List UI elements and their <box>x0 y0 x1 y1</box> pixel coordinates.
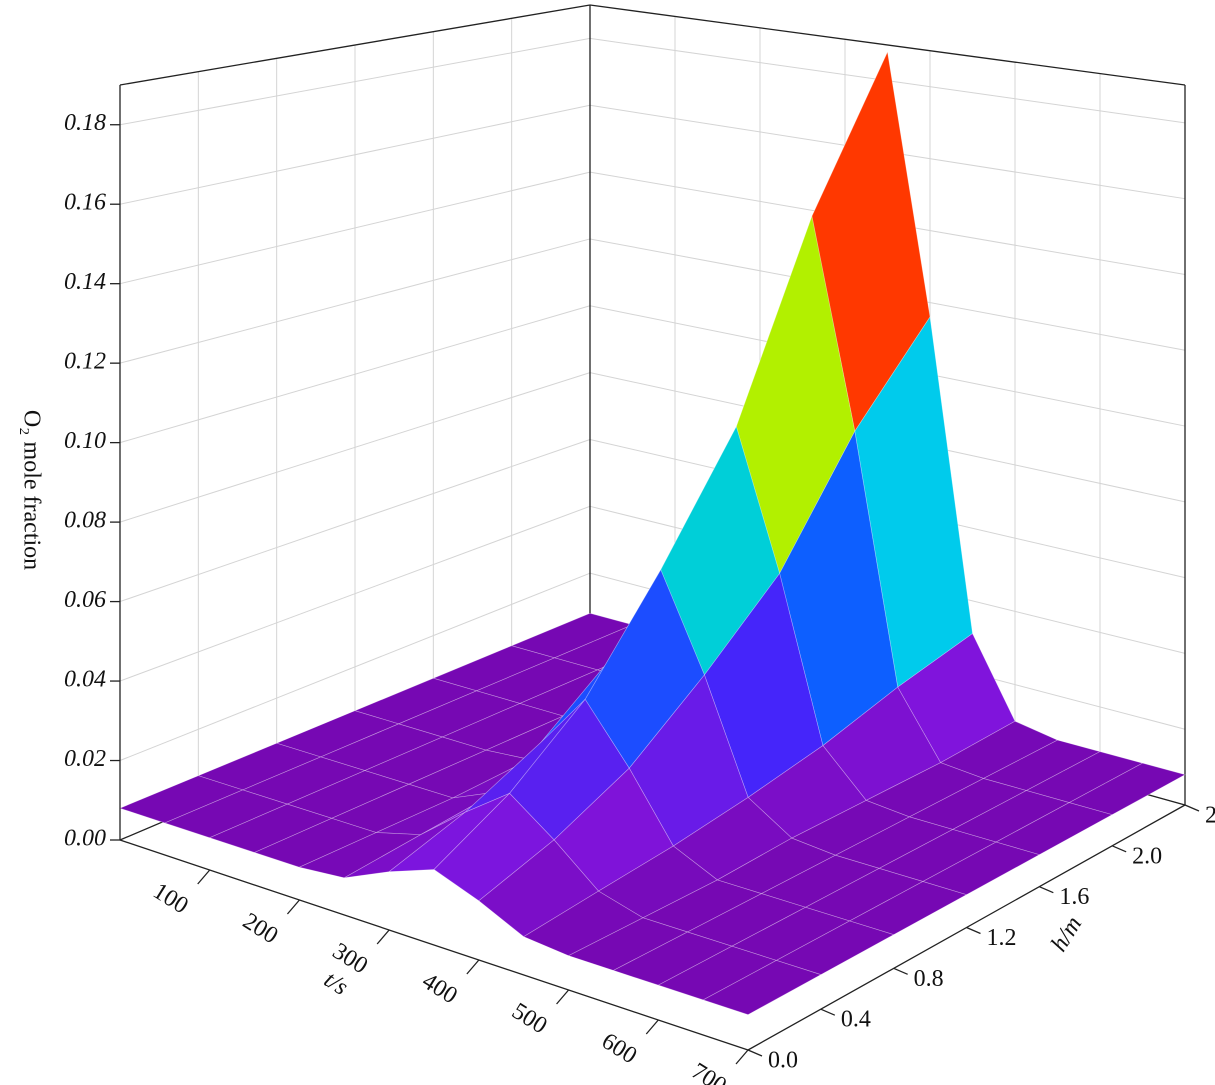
z-tick-label: 0.16 <box>64 190 106 216</box>
z-tick-label: 0.14 <box>64 269 106 295</box>
y-tick <box>1111 845 1127 853</box>
x-tick-label: 400 <box>417 968 461 1009</box>
z-tick-label: 0.02 <box>64 746 106 772</box>
x-tick <box>376 929 390 945</box>
y-tick <box>893 967 908 975</box>
x-axis <box>119 839 749 1051</box>
z-tick-label: 0.04 <box>64 667 106 693</box>
z-axis-title: O₂ mole fraction <box>18 410 44 570</box>
x-tick-label: 600 <box>597 1028 641 1069</box>
x-tick <box>645 1019 659 1035</box>
z-tick-label: 0.06 <box>64 587 106 613</box>
y-tick-label: 0.8 <box>914 966 944 992</box>
y-tick-label: 1.6 <box>1059 884 1089 910</box>
y-tick-label: 2.4 <box>1205 803 1215 829</box>
wall-edge <box>119 4 591 86</box>
y-tick-label: 0.0 <box>768 1048 798 1074</box>
x-tick <box>556 989 570 1005</box>
x-tick <box>466 959 480 975</box>
y-tick-label: 1.2 <box>987 925 1017 951</box>
y-tick-label: 0.4 <box>841 1007 871 1033</box>
x-tick-label: 200 <box>238 908 282 949</box>
x-tick-label: 500 <box>507 998 551 1039</box>
z-tick-label: 0.12 <box>64 349 106 375</box>
z-tick-label: 0.08 <box>64 508 106 534</box>
wall-edge <box>589 4 1186 86</box>
surface-cell <box>921 841 1041 896</box>
y-tick-label: 2.0 <box>1132 843 1162 869</box>
y-tick <box>820 1008 836 1016</box>
x-tick-label: 700 <box>687 1058 731 1085</box>
y-tick <box>966 926 981 935</box>
surface-cell <box>702 960 822 1016</box>
y-axis-title: h/m <box>1046 912 1087 956</box>
z-tick-label: 0.00 <box>64 826 106 852</box>
y-tick <box>1184 804 1200 812</box>
y-tick <box>1039 886 1054 894</box>
z-tick-label: 0.10 <box>64 428 106 454</box>
x-tick-label: 100 <box>148 878 192 919</box>
x-tick <box>197 869 211 885</box>
y-tick <box>747 1049 763 1057</box>
x-tick <box>286 899 300 915</box>
x-tick <box>735 1049 749 1065</box>
z-tick-label: 0.18 <box>64 110 106 136</box>
